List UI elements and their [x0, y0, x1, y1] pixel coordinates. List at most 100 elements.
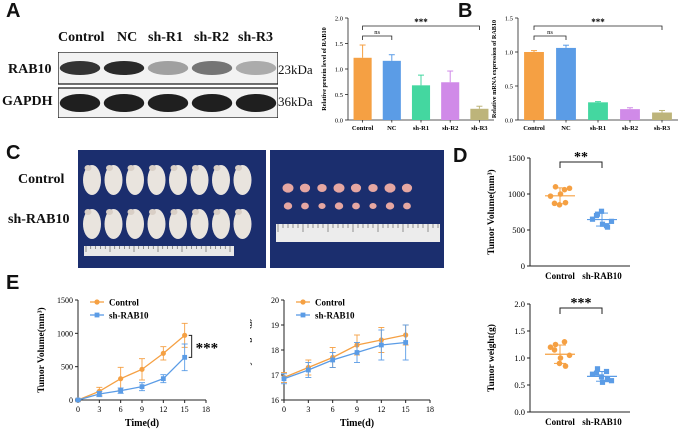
x-tick-label: sh-R3: [471, 125, 488, 132]
y-tick-label: 0: [69, 396, 73, 405]
wb-row-label-gapdh: GAPDH: [2, 94, 53, 109]
data-point: [160, 376, 166, 382]
significance-bracket: [559, 307, 603, 314]
x-tick-label: 18: [426, 405, 434, 414]
tumor: [350, 183, 362, 193]
mouse: [126, 209, 144, 239]
x-tick-label: 0: [76, 405, 80, 414]
mouse-ear: [192, 165, 199, 171]
bar: [556, 47, 576, 120]
ruler: [84, 246, 234, 256]
tumor: [368, 184, 378, 192]
y-axis-label: Relative mRNA expression of RAB10: [491, 20, 498, 118]
y-tick-label: 17: [271, 371, 279, 380]
data-point: [566, 185, 573, 192]
x-tick-label: 12: [377, 405, 385, 414]
series-line: [77, 356, 186, 401]
mouse-ear: [127, 209, 135, 215]
x-tick-label: Control: [545, 417, 575, 427]
data-point: [562, 363, 569, 369]
wb-band: [147, 94, 189, 112]
wb-band: [59, 61, 101, 75]
x-axis-label: Time(d): [340, 418, 374, 429]
data-point: [562, 199, 569, 206]
data-point: [551, 347, 558, 353]
y-tick-label: 1500: [508, 153, 525, 163]
significance-label: ns: [547, 29, 553, 36]
wb-size-label-23kda: 23kDa: [278, 62, 313, 77]
series-line: [283, 334, 406, 379]
tumor-photo-drawing: [276, 183, 440, 242]
legend-marker: [300, 312, 306, 318]
tumor: [301, 202, 309, 210]
chart-a-protein-level: 0.0 0.5 1.0 1.5 2.0 Control NC sh-R1 sh-R2 sh-R3 R…: [321, 16, 494, 132]
legend-label: sh-RAB10: [109, 311, 149, 321]
mouse: [169, 209, 187, 239]
chart-d-tumor-volume: 0 500 1000 1500 Control sh-RAB10 ** Tumor Volum…: [486, 150, 630, 281]
x-tick-label: 9: [140, 405, 144, 414]
data-point: [552, 341, 559, 348]
chart-e-tumor-volume-time: 0 500 1000 1500 0 3 6 9 12 15 18 Control sh-RAB10 Tim…: [36, 296, 218, 429]
bar: [411, 85, 431, 120]
data-point: [608, 378, 615, 384]
y-tick-label: 0: [521, 261, 525, 271]
data-point: [608, 218, 615, 224]
mouse-ear: [213, 165, 221, 171]
data-point: [118, 388, 124, 394]
series-line: [283, 341, 406, 380]
x-tick-label: sh-R1: [413, 125, 429, 132]
y-tick-label: 1.5: [335, 41, 343, 48]
tumor: [401, 183, 413, 193]
data-point: [598, 208, 605, 214]
y-tick-label: 1.0: [505, 50, 513, 57]
legend-label: Control: [315, 298, 345, 308]
mouse: [190, 165, 209, 195]
data-point: [599, 379, 606, 385]
y-axis-label: Tumor Volume(mm³): [36, 307, 47, 392]
mouse: [147, 165, 166, 195]
data-point: [75, 397, 81, 403]
legend-label: sh-RAB10: [315, 311, 355, 321]
mouse-ear: [106, 165, 113, 171]
data-point: [593, 213, 600, 219]
wb-lane-label-sh-r2: sh-R2: [194, 30, 230, 45]
legend-marker: [94, 312, 100, 318]
significance-label: **: [574, 150, 588, 165]
wb-row-label-rab10: RAB10: [8, 62, 52, 77]
series-line: [77, 334, 186, 401]
x-tick-label: 0: [282, 405, 286, 414]
chart-e-body-weight-time: 16 17 18 19 20 0 3 6 9 12 15 18 Control sh-RAB10 Time(…: [250, 296, 434, 429]
y-tick-label: 0.5: [505, 84, 513, 91]
significance-label: ***: [591, 17, 605, 27]
tumor: [317, 184, 327, 192]
x-tick-label: 9: [355, 405, 359, 414]
wb-blot-image: [58, 52, 278, 118]
wb-band: [235, 61, 277, 75]
tumor: [369, 202, 377, 210]
tumor: [352, 202, 360, 210]
wb-band: [191, 94, 233, 112]
mouse-ear: [84, 209, 92, 215]
wb-band: [191, 61, 233, 75]
y-tick-label: 500: [512, 225, 525, 235]
y-tick-label: 1.0: [514, 353, 525, 363]
x-tick-label: Control: [352, 125, 374, 132]
bar: [652, 112, 672, 120]
significance-bracket: [559, 161, 603, 168]
significance-bracket: [533, 25, 663, 30]
tumor: [283, 202, 293, 210]
significance-label: ***: [414, 17, 428, 27]
tumor-photo: [270, 150, 444, 268]
y-tick-label: 0.0: [505, 118, 513, 125]
mouse-ear: [106, 209, 113, 215]
mouse-ear: [235, 209, 242, 215]
mouse: [212, 209, 230, 239]
data-point: [561, 339, 568, 345]
mouse: [147, 209, 166, 239]
data-point: [547, 344, 554, 350]
tumor: [385, 202, 395, 210]
x-tick-label: 6: [119, 405, 123, 414]
y-tick-label: 19: [271, 321, 279, 330]
legend-label: Control: [109, 298, 139, 308]
mouse-ear: [213, 209, 221, 215]
